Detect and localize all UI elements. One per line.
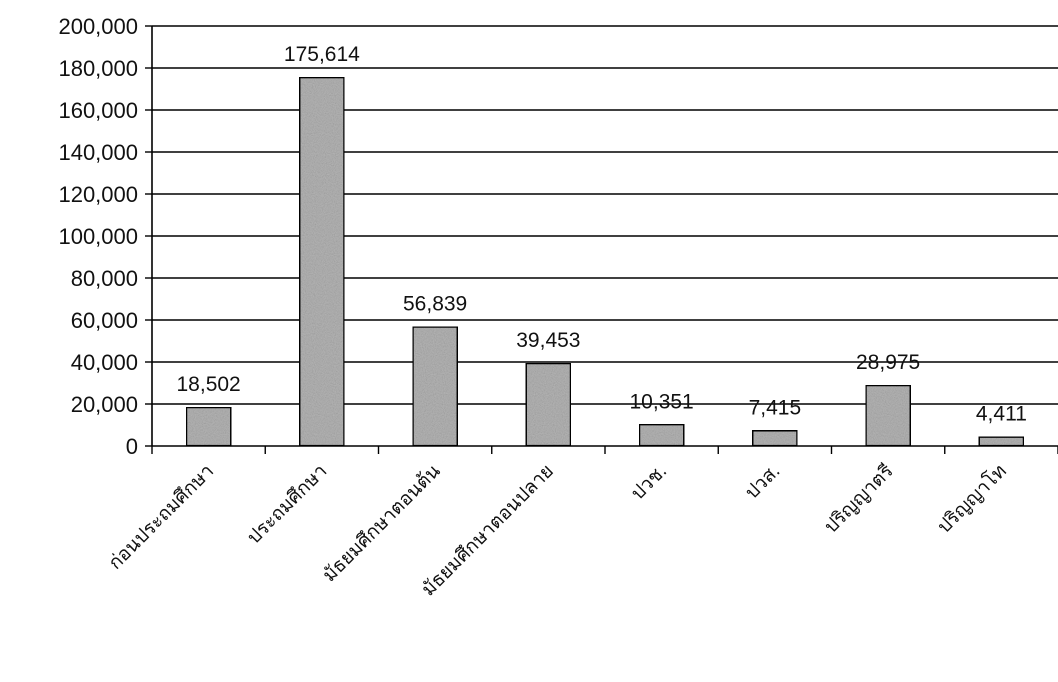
x-tick-label: ปวช. bbox=[627, 461, 671, 505]
bar bbox=[864, 384, 912, 448]
bar bbox=[977, 435, 1025, 448]
data-label: 39,453 bbox=[516, 329, 580, 352]
data-label: 7,415 bbox=[749, 396, 802, 419]
x-tick-label: มัธยมศึกษาตอนต้น bbox=[319, 461, 445, 587]
y-tick-label: 160,000 bbox=[58, 98, 138, 123]
x-tick-label: ประถมศึกษา bbox=[244, 461, 332, 549]
data-label: 28,975 bbox=[856, 351, 920, 374]
axes bbox=[145, 25, 1058, 454]
bar bbox=[185, 406, 233, 448]
data-label: 56,839 bbox=[403, 293, 467, 316]
data-label: 175,614 bbox=[284, 43, 360, 66]
data-label: 10,351 bbox=[630, 390, 694, 413]
bar bbox=[751, 429, 799, 448]
y-tick-label: 0 bbox=[126, 434, 138, 459]
x-tick-label: ก่อนประถมศึกษา bbox=[105, 461, 218, 574]
grid-lines bbox=[152, 25, 1058, 405]
x-tick-labels: ก่อนประถมศึกษา ประถมศึกษามัธยมศึกษาตอนต้น… bbox=[105, 459, 1011, 600]
y-tick-label: 80,000 bbox=[71, 266, 138, 291]
y-tick-label: 20,000 bbox=[71, 392, 138, 417]
y-tick-label: 100,000 bbox=[58, 224, 138, 249]
bar bbox=[411, 325, 459, 448]
y-tick-label: 60,000 bbox=[71, 308, 138, 333]
x-tick-label: ปริญญาตรี bbox=[820, 460, 898, 538]
data-label: 18,502 bbox=[177, 373, 241, 396]
bar bbox=[638, 423, 686, 448]
y-tick-label: 140,000 bbox=[58, 140, 138, 165]
y-tick-label: 180,000 bbox=[58, 56, 138, 81]
x-tick-label: ปวส. bbox=[742, 461, 785, 504]
bar bbox=[298, 76, 346, 448]
y-tick-label: 200,000 bbox=[58, 14, 138, 39]
y-tick-label: 40,000 bbox=[71, 350, 138, 375]
data-label: 4,411 bbox=[976, 403, 1027, 426]
bars bbox=[185, 76, 1025, 448]
bar bbox=[524, 362, 572, 448]
data-labels: 18,502 175,614 56,839 39,453 10,351 7,415 28,9… bbox=[177, 43, 1027, 426]
y-tick-label: 120,000 bbox=[58, 182, 138, 207]
y-tick-labels: 0 20,000 40,000 60,000 80,000 100,000 120,000 1… bbox=[58, 14, 138, 459]
x-tick-label: ปริญญาโท bbox=[932, 459, 1011, 538]
x-tick-label: มัธยมศึกษาตอนปลาย bbox=[418, 461, 558, 601]
